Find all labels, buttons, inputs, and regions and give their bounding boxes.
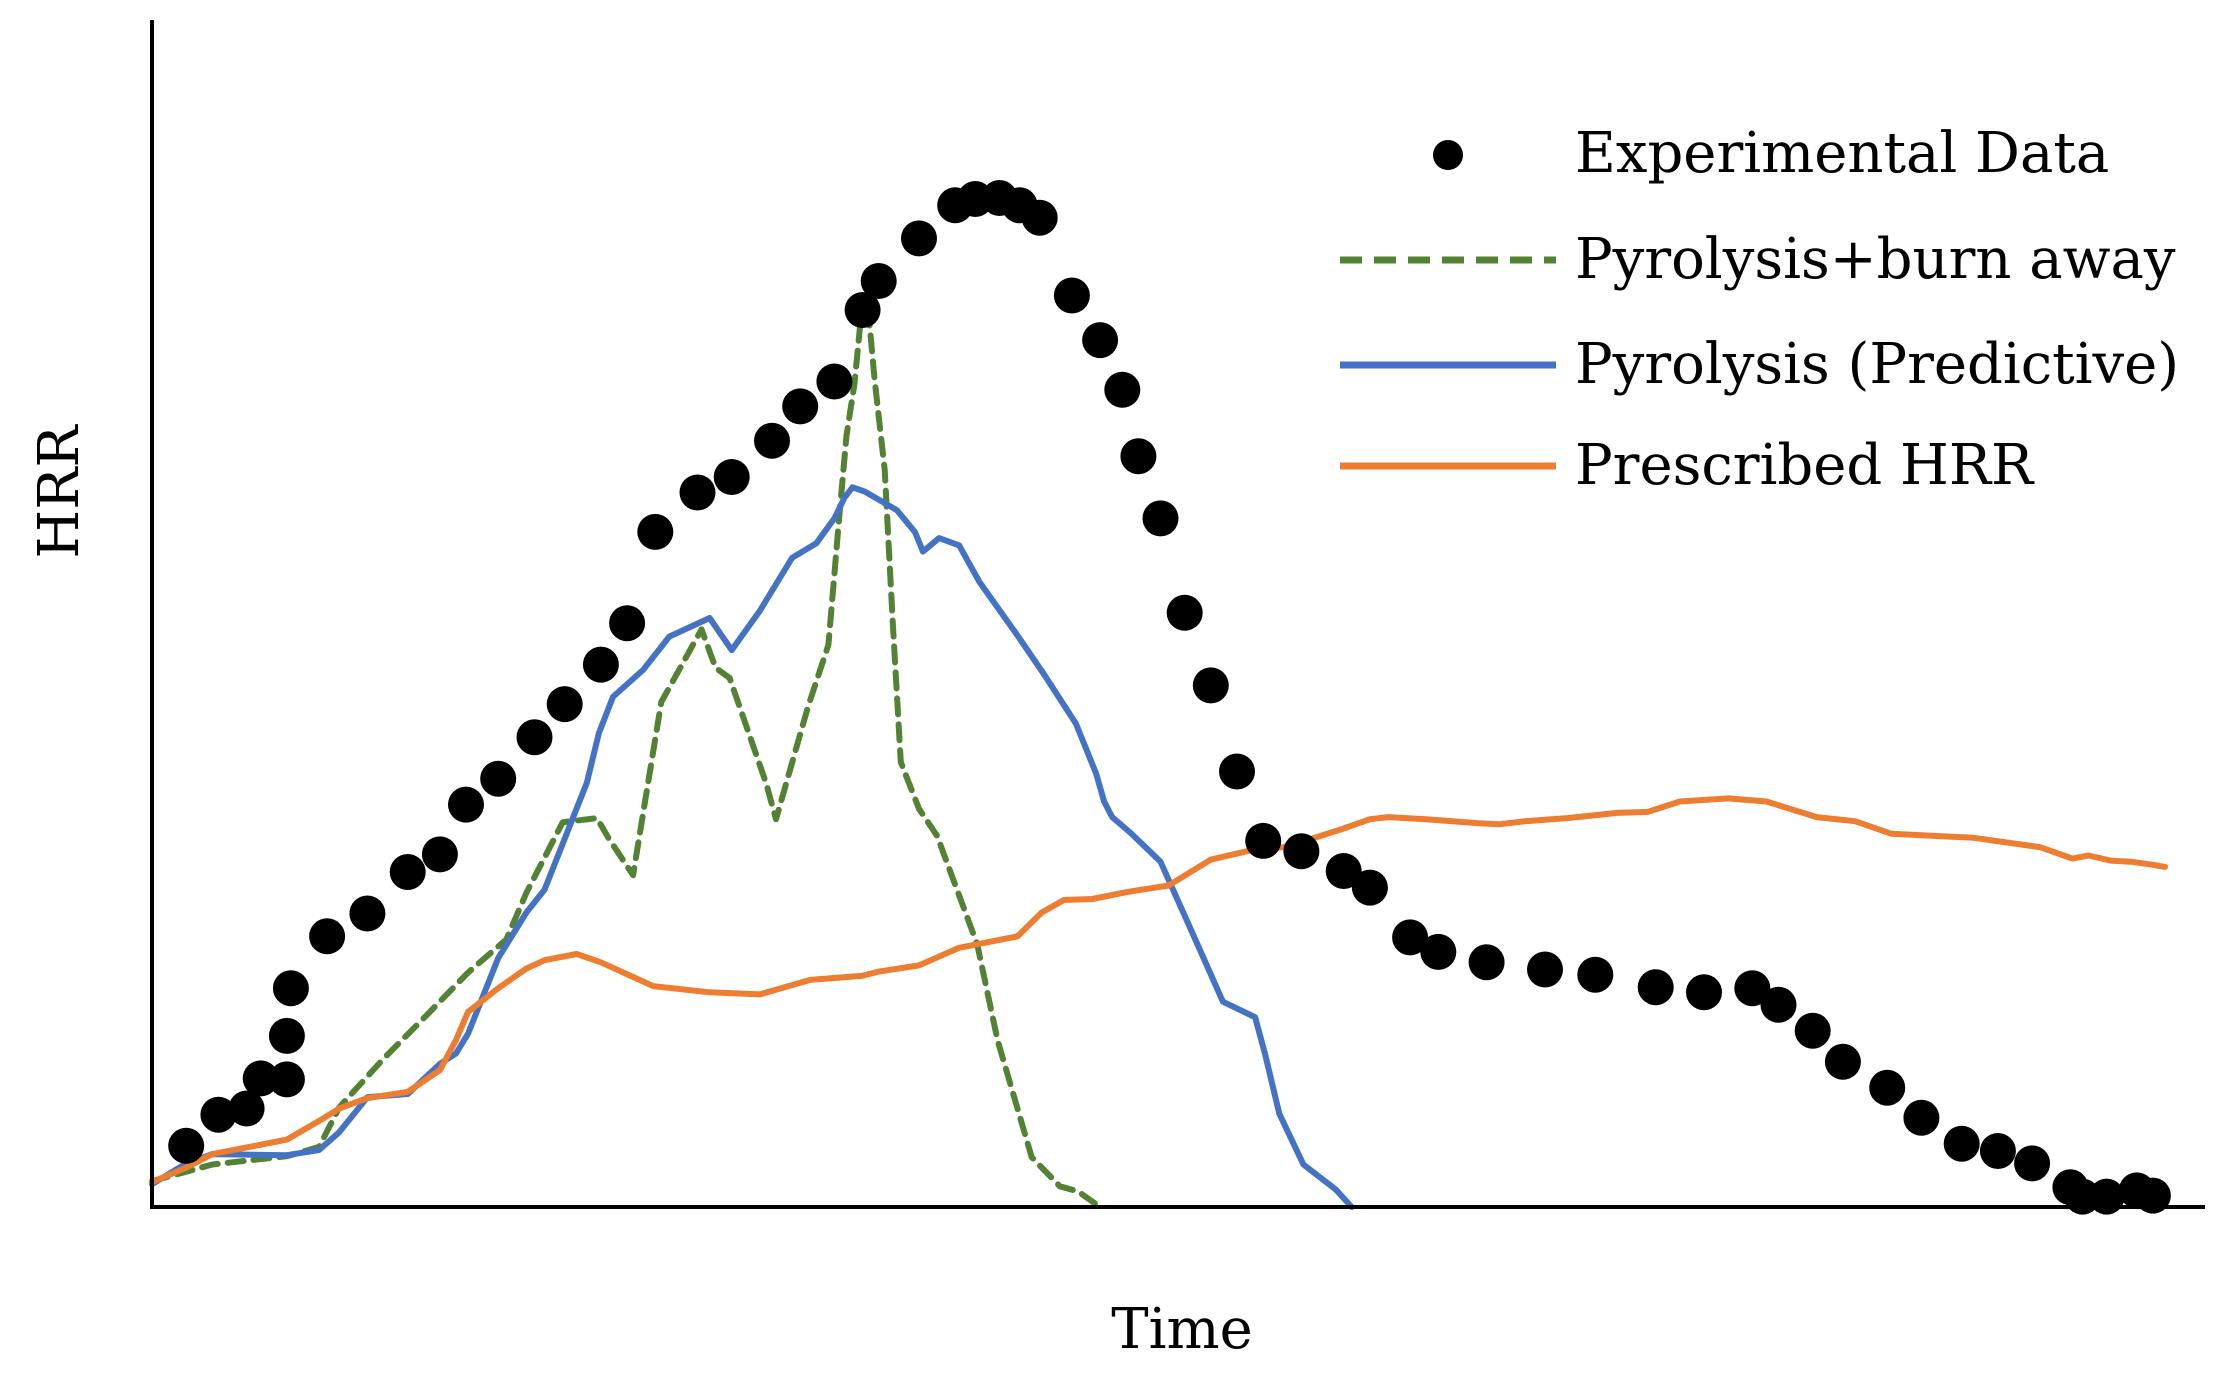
data-point-experimental-data — [816, 363, 853, 400]
data-point-experimental-data — [389, 854, 426, 890]
data-point-experimental-data — [1979, 1133, 2016, 1169]
data-point-experimental-data — [480, 760, 517, 797]
data-point-experimental-data — [754, 422, 790, 459]
data-point-experimental-data — [901, 220, 937, 257]
data-point-experimental-data — [1325, 853, 1362, 889]
data-point-experimental-data — [1245, 822, 1282, 859]
data-point-experimental-data — [1734, 970, 1771, 1007]
legend-label-experimental: Experimental Data — [1575, 121, 2109, 186]
data-point-experimental-data — [1053, 277, 1090, 314]
data-point-experimental-data — [713, 459, 750, 495]
data-point-experimental-data — [609, 605, 646, 642]
data-point-experimental-data — [582, 646, 619, 683]
legend: Experimental Data Pyrolysis+burn away Py… — [1340, 121, 2179, 498]
data-point-experimental-data — [272, 970, 309, 1007]
series-layer — [149, 180, 2171, 1215]
data-point-experimental-data — [1104, 371, 1141, 408]
data-point-experimental-data — [1760, 986, 1797, 1023]
data-point-experimental-data — [168, 1127, 205, 1164]
data-point-experimental-data — [228, 1090, 265, 1127]
data-point-experimental-data — [1142, 500, 1179, 537]
data-point-experimental-data — [637, 513, 674, 550]
data-point-experimental-data — [1577, 956, 1614, 993]
data-point-experimental-data — [1468, 944, 1505, 981]
legend-label-burn-away: Pyrolysis+burn away — [1575, 227, 2176, 292]
data-point-experimental-data — [1082, 322, 1119, 359]
data-point-experimental-data — [1943, 1125, 1980, 1162]
data-point-experimental-data — [200, 1096, 237, 1133]
series-line-prescribed-hrr — [149, 795, 2168, 1186]
data-point-experimental-data — [546, 686, 583, 723]
data-point-experimental-data — [448, 786, 484, 823]
data-point-experimental-data — [782, 388, 819, 425]
data-point-experimental-data — [349, 895, 386, 932]
data-point-experimental-data — [1219, 753, 1255, 790]
data-point-experimental-data — [1021, 199, 1058, 236]
x-axis-label: Time — [1111, 1297, 1253, 1362]
data-point-experimental-data — [1869, 1069, 1906, 1106]
data-point-experimental-data — [844, 292, 881, 328]
data-point-experimental-data — [1903, 1099, 1940, 1136]
legend-marker-experimental — [1433, 140, 1463, 170]
data-point-experimental-data — [268, 1017, 305, 1054]
data-point-experimental-data — [1192, 667, 1229, 704]
data-point-experimental-data — [1686, 974, 1722, 1011]
data-point-experimental-data — [309, 918, 346, 955]
data-point-experimental-data — [516, 719, 553, 756]
data-point-experimental-data — [1637, 969, 1674, 1006]
data-point-experimental-data — [268, 1061, 305, 1098]
data-point-experimental-data — [1120, 438, 1157, 475]
data-point-experimental-data — [1824, 1043, 1861, 1080]
data-point-experimental-data — [1392, 919, 1429, 956]
series-line-pyrolysis-burn-away — [149, 311, 1104, 1210]
data-point-experimental-data — [1166, 594, 1203, 631]
data-point-experimental-data — [1527, 951, 1563, 988]
data-point-experimental-data — [2134, 1177, 2171, 1214]
legend-label-prescribed: Prescribed HRR — [1575, 433, 2035, 498]
data-point-experimental-data — [860, 263, 897, 299]
legend-label-predictive: Pyrolysis (Predictive) — [1575, 332, 2179, 397]
data-point-experimental-data — [1794, 1012, 1831, 1049]
y-axis-label: HRR — [27, 424, 92, 559]
data-point-experimental-data — [242, 1060, 279, 1097]
data-point-experimental-data — [1351, 869, 1388, 906]
data-point-experimental-data — [1420, 933, 1457, 970]
data-point-experimental-data — [421, 836, 458, 873]
data-point-experimental-data — [1283, 833, 1320, 870]
data-point-experimental-data — [2014, 1145, 2051, 1182]
data-point-experimental-data — [679, 474, 716, 511]
data-point-experimental-data — [2088, 1178, 2125, 1215]
